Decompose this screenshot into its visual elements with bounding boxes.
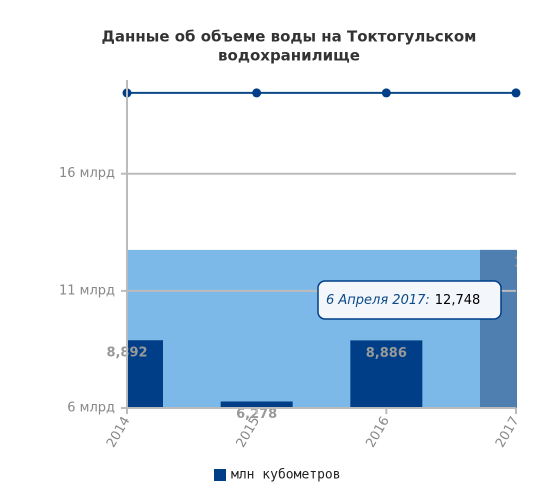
tooltip-value: 12,748 bbox=[435, 293, 481, 308]
legend-label: млн кубометров bbox=[231, 468, 341, 483]
tooltip-label: 6 Апреля 2017: bbox=[326, 293, 430, 308]
legend-swatch bbox=[214, 469, 226, 481]
bar bbox=[127, 340, 163, 408]
point bbox=[381, 88, 391, 98]
plot-area: 12,748 bbox=[127, 249, 558, 409]
point bbox=[511, 88, 521, 98]
x-tick-label: 2016 bbox=[363, 414, 393, 450]
tooltip-text: 6 Апреля 2017: 12,748 bbox=[326, 293, 480, 308]
bar bbox=[220, 401, 293, 408]
x-tick-label: 2017 bbox=[493, 414, 523, 450]
y-tick-label: 16 млрд bbox=[59, 166, 115, 181]
data-label: 6,278 bbox=[236, 407, 277, 422]
data-label: 12,748 bbox=[514, 255, 558, 270]
point bbox=[252, 88, 262, 98]
tooltip-box bbox=[317, 280, 502, 320]
bar bbox=[350, 340, 423, 408]
chart-title: Данные об объеме воды на Токтогульском bbox=[102, 28, 477, 46]
bar bbox=[480, 249, 517, 408]
x-tick-label: 2014 bbox=[104, 414, 134, 450]
data-label: 8,886 bbox=[366, 346, 407, 361]
chart-subtitle: водохранилище bbox=[218, 47, 360, 65]
y-tick-label: 6 млрд bbox=[67, 401, 115, 416]
y-tick-label: 11 млрд bbox=[59, 283, 115, 298]
tooltip: 6 Апреля 2017: 12,748 bbox=[317, 280, 502, 320]
hover-band bbox=[127, 249, 516, 408]
